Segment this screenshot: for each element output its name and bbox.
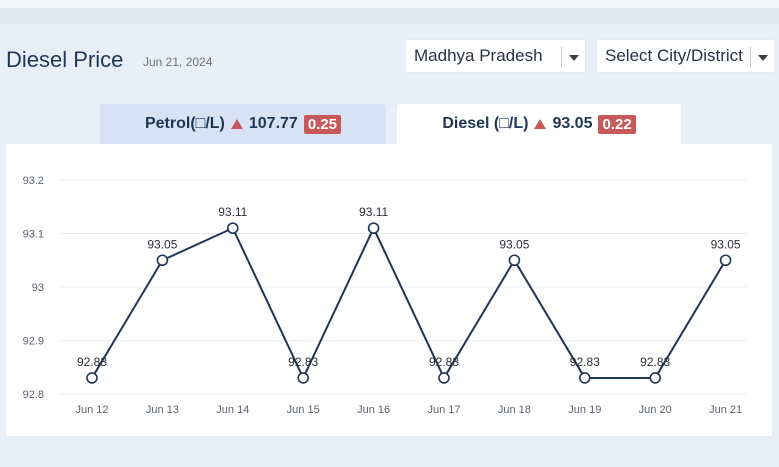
x-tick-label: Jun 16 (357, 404, 390, 416)
tab-diesel-label: Diesel (□/L) (442, 115, 529, 132)
y-tick-label: 93.1 (23, 229, 44, 241)
y-tick-label: 92.8 (23, 389, 44, 401)
data-label: 93.05 (711, 237, 741, 251)
x-tick-label: Jun 12 (75, 404, 108, 416)
tab-diesel-price: 93.05 (552, 115, 593, 132)
x-tick-label: Jun 14 (216, 404, 249, 416)
tab-petrol-price: 107.77 (248, 115, 298, 132)
select-divider (750, 47, 751, 67)
data-point (156, 254, 169, 267)
data-point (719, 254, 732, 267)
state-select[interactable]: Madhya Pradesh (405, 39, 586, 73)
price-line-chart: 93.2 93.1 93 92.9 92.8 Jun 12 Jun 13 Jun 14 Jun … (23, 175, 746, 416)
city-select-value: Select City/District (605, 46, 743, 65)
y-tick-label: 93.2 (23, 175, 44, 187)
data-point (367, 222, 380, 234)
data-point (297, 372, 310, 384)
data-label: 93.11 (359, 205, 388, 219)
data-label: 93.11 (218, 205, 247, 219)
data-point (508, 254, 521, 267)
data-label: 93.05 (147, 237, 177, 251)
select-divider (561, 47, 562, 67)
state-select-value: Madhya Pradesh (414, 46, 543, 65)
page-title: Diesel Price (6, 47, 124, 72)
series-line (91, 225, 727, 381)
data-label: 92.83 (288, 355, 318, 369)
chevron-down-icon (569, 55, 579, 61)
data-label: 92.83 (640, 355, 670, 369)
header-band (0, 8, 779, 24)
data-point (227, 222, 239, 234)
data-label: 92.83 (429, 355, 459, 369)
tab-petrol-label: Petrol(□/L) (144, 115, 225, 132)
data-point (578, 372, 591, 384)
data-point (86, 372, 98, 384)
tab-diesel-change-badge: 0.22 (598, 114, 636, 134)
data-label: 92.83 (570, 355, 600, 369)
data-label: 93.05 (499, 237, 529, 251)
chart-card: 93.2 93.1 93 92.9 92.8 Jun 12 Jun 13 Jun 14 Jun … (6, 144, 772, 436)
price-date: Jun 21, 2024 (143, 55, 213, 69)
trend-up-icon (534, 119, 547, 129)
chevron-down-icon (758, 55, 768, 61)
x-tick-label: Jun 19 (568, 404, 601, 416)
x-tick-label: Jun 21 (709, 404, 742, 416)
tab-petrol-change-badge: 0.25 (303, 114, 342, 134)
y-tick-label: 92.9 (23, 336, 44, 348)
x-tick-label: Jun 13 (146, 404, 179, 416)
tab-diesel[interactable]: Diesel (□/L) 93.05 0.22 (397, 104, 681, 144)
y-tick-label: 93 (32, 282, 44, 294)
x-tick-label: Jun 18 (498, 404, 531, 416)
trend-up-icon (230, 119, 243, 129)
x-tick-label: Jun 15 (287, 404, 320, 416)
x-tick-label: Jun 17 (427, 404, 460, 416)
x-tick-label: Jun 20 (639, 404, 672, 416)
city-select[interactable]: Select City/District (596, 39, 775, 73)
top-strip (0, 0, 779, 8)
tab-petrol[interactable]: Petrol(□/L) 107.77 0.25 (100, 104, 386, 144)
data-point (438, 372, 450, 384)
data-label: 92.83 (77, 355, 107, 369)
data-point (649, 372, 662, 384)
